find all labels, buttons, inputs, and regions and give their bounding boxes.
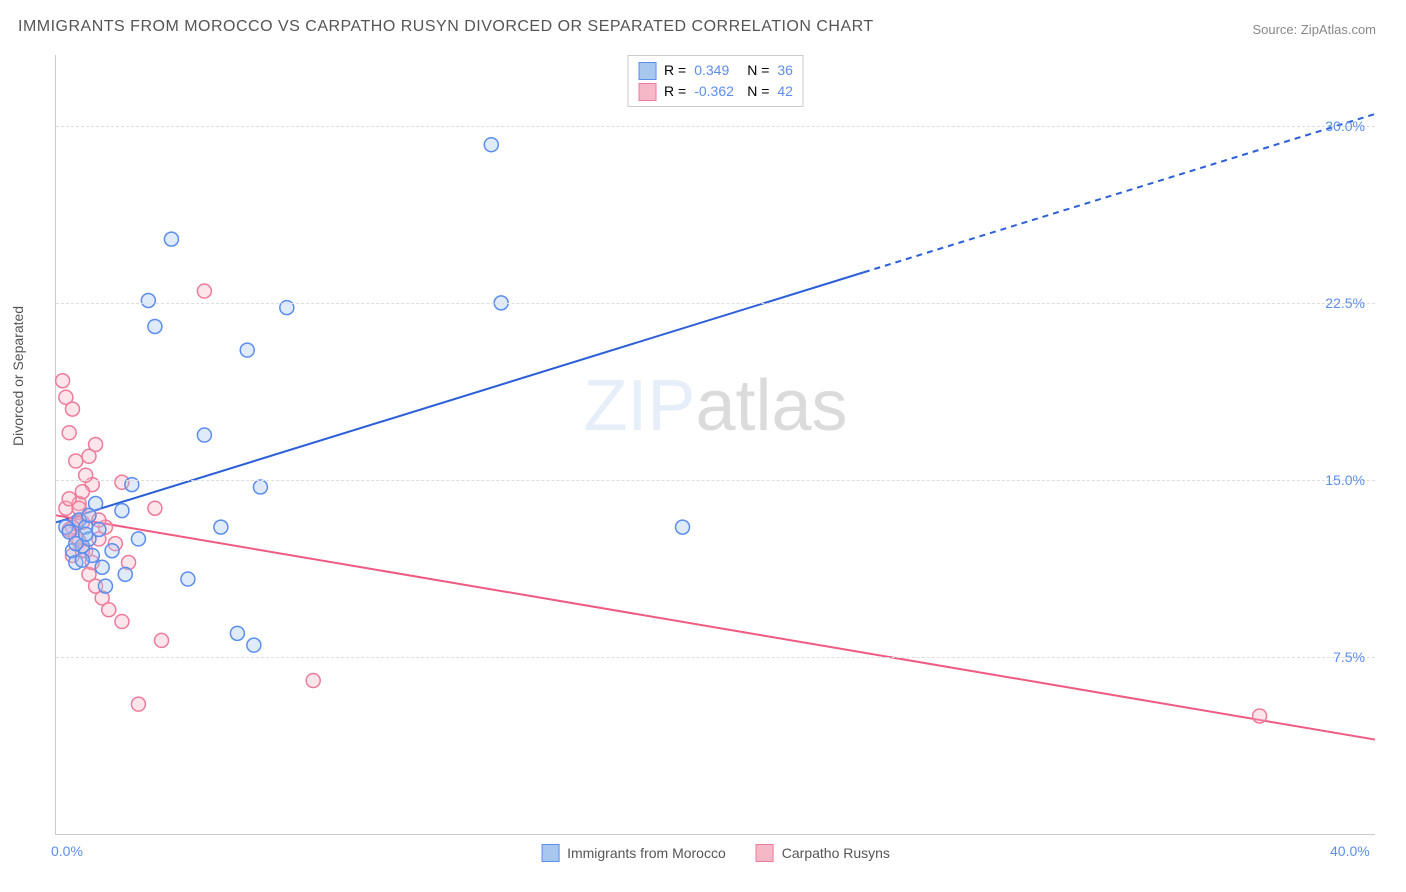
chart-title: IMMIGRANTS FROM MOROCCO VS CARPATHO RUSY… <box>18 18 874 36</box>
legend-top-row-2: R = -0.362 N = 42 <box>638 81 793 102</box>
y-tick-label: 22.5% <box>1325 295 1365 311</box>
n-label-1: N = <box>747 60 769 81</box>
grid-line <box>56 657 1375 658</box>
chart-container: IMMIGRANTS FROM MOROCCO VS CARPATHO RUSY… <box>0 0 1406 892</box>
legend-top-row-1: R = 0.349 N = 36 <box>638 60 793 81</box>
grid-line <box>56 480 1375 481</box>
swatch-pink-bottom <box>756 844 774 862</box>
source-label: Source: ZipAtlas.com <box>1252 22 1376 37</box>
y-tick-label: 7.5% <box>1333 649 1365 665</box>
legend-bottom-item-1: Immigrants from Morocco <box>541 844 726 862</box>
legend-top: R = 0.349 N = 36 R = -0.362 N = 42 <box>627 55 804 107</box>
chart-svg <box>56 55 1375 834</box>
x-tick-label: 0.0% <box>51 843 83 859</box>
n-label-2: N = <box>747 81 769 102</box>
swatch-blue <box>638 62 656 80</box>
grid-line <box>56 126 1375 127</box>
swatch-pink <box>638 83 656 101</box>
y-tick-label: 30.0% <box>1325 118 1365 134</box>
y-axis-title: Divorced or Separated <box>10 306 26 446</box>
r-label-2: R = <box>664 81 686 102</box>
series-name-2: Carpatho Rusyns <box>782 845 890 861</box>
n-value-2: 42 <box>777 81 793 102</box>
n-value-1: 36 <box>777 60 793 81</box>
legend-bottom-item-2: Carpatho Rusyns <box>756 844 890 862</box>
swatch-blue-bottom <box>541 844 559 862</box>
plot-area: ZIPatlas R = 0.349 N = 36 R = -0.362 N =… <box>55 55 1375 835</box>
r-value-2: -0.362 <box>694 81 739 102</box>
r-label-1: R = <box>664 60 686 81</box>
y-tick-label: 15.0% <box>1325 472 1365 488</box>
grid-line <box>56 303 1375 304</box>
r-value-1: 0.349 <box>694 60 739 81</box>
series-name-1: Immigrants from Morocco <box>567 845 726 861</box>
x-tick-label: 40.0% <box>1330 843 1370 859</box>
legend-bottom: Immigrants from Morocco Carpatho Rusyns <box>541 844 890 862</box>
